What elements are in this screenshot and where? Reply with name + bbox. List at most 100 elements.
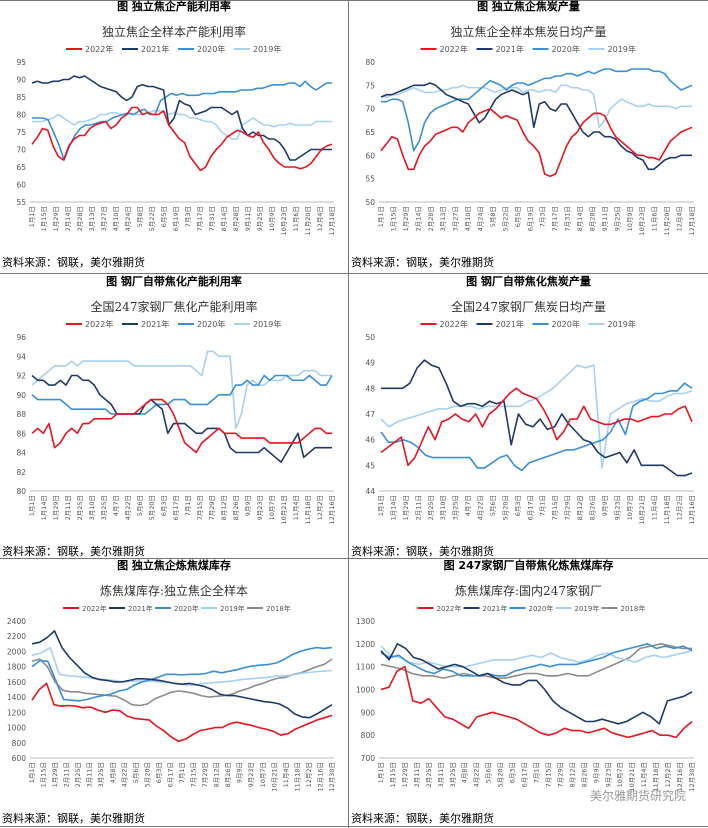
series-line — [380, 107, 693, 178]
legend-item: 2022年 — [66, 319, 113, 329]
y-tick-label: 2200 — [7, 632, 26, 641]
x-tick-label: 5月22日 — [148, 206, 156, 231]
series-line — [380, 643, 693, 725]
legend-label: 2019年 — [253, 319, 281, 329]
legend-label: 2019年 — [253, 44, 281, 54]
series-line — [31, 646, 333, 686]
x-tick-label: 9月25日 — [256, 206, 264, 231]
x-tick-label: 2月28日 — [76, 206, 84, 231]
line-chart: 炼焦煤库存:独立焦企全样本 2022年 2021年 2020年 2019年 2018年 60… — [7, 583, 336, 792]
x-tick-label: 2月11日 — [413, 762, 421, 787]
chart-panel: 图 钢厂自带焦化产能利用率 资料来源：钢联，美尔雅期货 全国247家钢厂焦化产能利用… — [0, 275, 348, 561]
legend-item: 2019年 — [234, 319, 281, 329]
x-tick-label: 12月18日 — [688, 206, 696, 236]
x-tick-label: 8月26日 — [224, 762, 232, 787]
y-tick-label: 600 — [12, 754, 27, 763]
x-tick-label: 2月14日 — [64, 206, 72, 231]
legend-label: 2022年 — [440, 44, 468, 54]
y-tick-label: 82 — [16, 468, 26, 477]
chart-title: 全国247家钢厂焦化产能利用率 — [91, 299, 258, 314]
x-tick-label: 9月23日 — [256, 495, 264, 520]
legend-item: 2019年 — [201, 604, 245, 613]
line-chart: 炼焦煤库存:国内247家钢厂 2022年 2021年 2020年 2019年 2018年 7… — [356, 583, 696, 792]
legend-item: 2022年 — [66, 44, 113, 54]
y-tick-label: 800 — [361, 731, 376, 740]
legend-label: 2019年 — [220, 604, 245, 613]
x-tick-label: 7月29日 — [201, 762, 209, 787]
y-tick-label: 1600 — [7, 678, 26, 687]
x-tick-label: 1月29日 — [52, 495, 60, 520]
y-tick-label: 70 — [16, 146, 26, 155]
x-tick-label: 5月20日 — [501, 495, 509, 520]
x-tick-label: 8月12日 — [220, 495, 228, 520]
x-tick-label: 3月25日 — [97, 762, 105, 787]
legend-item: 2021年 — [476, 319, 524, 329]
x-tick-label: 4月22日 — [124, 495, 132, 520]
chart-panel: 图 钢厂自带焦化焦炭产量 资料来源：钢联，美尔雅期货 全国247家钢厂焦炭日均产量 2… — [349, 275, 708, 561]
legend-label: 2022年 — [437, 604, 462, 613]
x-tick-label: 7月1日 — [533, 762, 541, 783]
x-tick-label: 1月29日 — [52, 206, 60, 231]
x-tick-label: 8月26日 — [232, 495, 240, 520]
series-line — [380, 382, 693, 472]
x-tick-label: 8月26日 — [588, 495, 596, 520]
y-tick-label: 86 — [16, 429, 26, 438]
y-tick-label: 60 — [365, 151, 375, 160]
x-tick-label: 3月10日 — [439, 495, 447, 520]
y-tick-label: 46 — [365, 436, 375, 445]
series-line — [31, 658, 333, 707]
x-tick-label: 12月2日 — [305, 762, 313, 787]
x-tick-label: 6月17日 — [521, 762, 529, 787]
x-tick-label: 12月30日 — [328, 762, 336, 792]
x-tick-label: 6月3日 — [160, 495, 168, 516]
y-tick-label: 60 — [16, 181, 26, 190]
x-tick-label: 2月25日 — [425, 762, 433, 787]
x-tick-label: 10月23日 — [280, 206, 288, 236]
series-line — [31, 374, 332, 463]
series-line — [31, 682, 333, 743]
x-tick-label: 8月14日 — [576, 206, 584, 231]
x-tick-label: 7月1日 — [184, 495, 192, 516]
y-tick-label: 45 — [365, 461, 375, 470]
source-note: 资料来源：钢联，美尔雅期货 — [2, 256, 145, 269]
x-tick-label: 6月5日 — [160, 206, 168, 227]
x-tick-label: 12月4日 — [676, 206, 684, 231]
y-tick-label: 80 — [365, 58, 375, 67]
y-tick-label: 1000 — [7, 724, 26, 733]
x-tick-label: 7月17日 — [196, 206, 204, 231]
legend-item: 2022年 — [417, 604, 462, 613]
legend-item: 2020年 — [509, 604, 553, 613]
figure-heading: 图 独立焦企炼焦煤库存 — [117, 559, 231, 572]
x-tick-label: 7月15日 — [544, 762, 552, 787]
legend-label: 2021年 — [496, 44, 524, 54]
x-tick-label: 7月31日 — [208, 206, 216, 231]
legend-item: 2022年 — [63, 604, 107, 613]
x-tick-label: 4月10日 — [112, 206, 120, 231]
series-line — [32, 80, 332, 161]
x-tick-label: 11月6日 — [651, 206, 659, 231]
x-tick-label: 4月24日 — [124, 206, 132, 231]
x-tick-label: 9月23日 — [604, 762, 612, 787]
x-tick-label: 4月8日 — [109, 762, 117, 783]
x-tick-label: 2月14日 — [414, 206, 422, 231]
x-tick-label: 6月19日 — [172, 206, 180, 231]
figure-heading: 图 独立焦企产能利用率 — [117, 0, 231, 13]
x-tick-label: 11月20日 — [304, 206, 312, 236]
x-tick-label: 11月4日 — [282, 762, 290, 787]
x-tick-label: 7月3日 — [184, 206, 192, 227]
x-tick-label: 1月15日 — [389, 206, 397, 231]
x-tick-label: 1月29日 — [51, 762, 59, 787]
x-tick-label: 1月29日 — [401, 762, 409, 787]
y-tick-label: 50 — [365, 333, 375, 342]
x-tick-label: 1月1日 — [28, 206, 36, 227]
chart-title: 独立焦企全样本产能利用率 — [102, 24, 246, 39]
legend-item: 2019年 — [234, 44, 281, 54]
y-tick-label: 94 — [16, 352, 26, 361]
x-tick-label: 7月29日 — [564, 495, 572, 520]
line-chart: 独立焦企全样本焦炭日均产量 2022年 2021年 2020年 2019年 50 55 60 6… — [365, 24, 696, 236]
y-tick-label: 44 — [365, 487, 375, 496]
legend-label: 2022年 — [440, 319, 468, 329]
y-tick-label: 85 — [16, 93, 26, 102]
x-tick-label: 10月9日 — [268, 206, 276, 231]
